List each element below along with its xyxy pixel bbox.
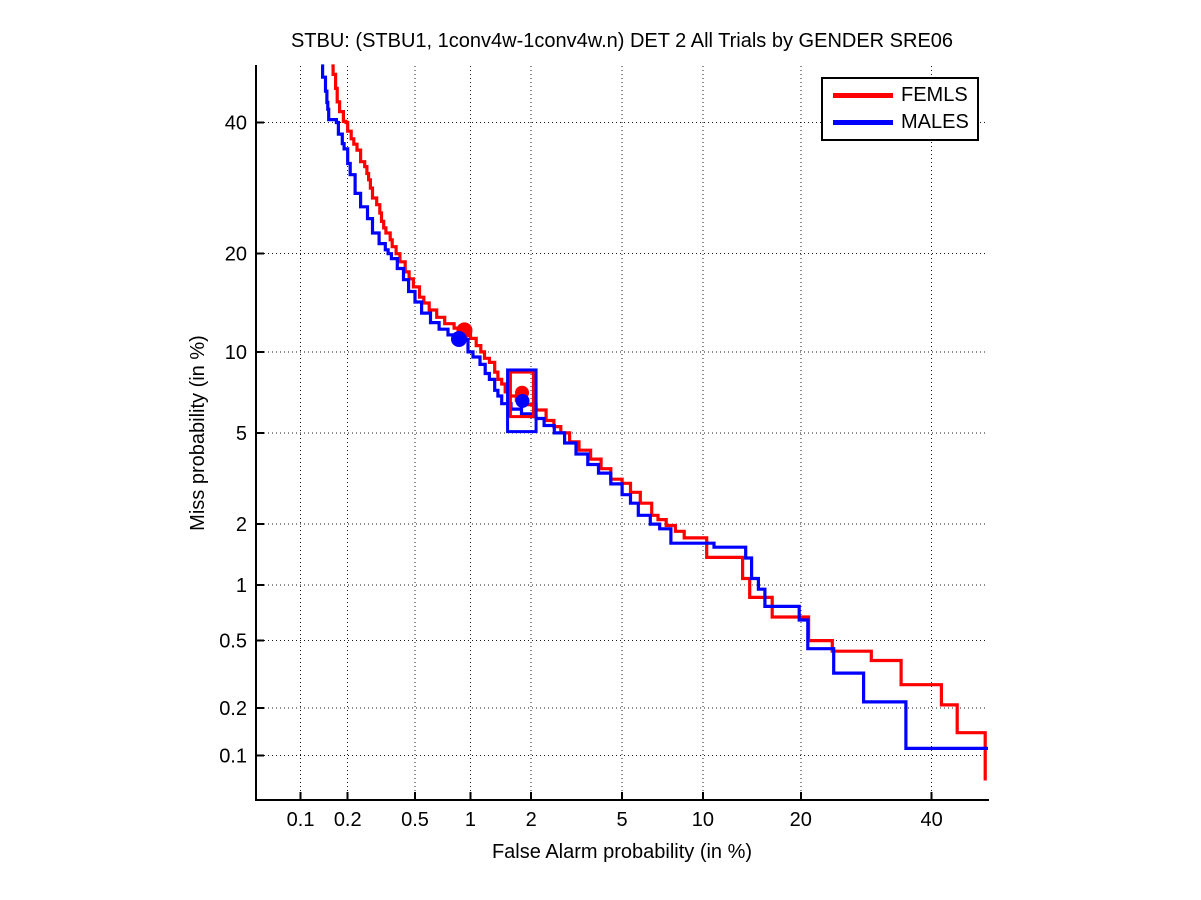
femls-legend-line <box>833 93 893 98</box>
males-legend-line <box>833 120 893 125</box>
y-tick-label: 5 <box>236 423 247 445</box>
y-tick-label: 20 <box>225 244 247 266</box>
x-tick-label: 0.5 <box>401 809 429 831</box>
chart-title: STBU: (STBU1, 1conv4w-1conv4w.n) DET 2 A… <box>290 30 954 52</box>
marker-circle-males <box>515 393 530 408</box>
x-tick-label: 2 <box>526 809 537 831</box>
y-tick-label: 1 <box>236 575 247 597</box>
x-tick-label: 1 <box>465 809 476 831</box>
y-tick-label: 40 <box>225 113 247 135</box>
x-tick-label: 40 <box>921 809 943 831</box>
femls-legend-label: FEMLS <box>901 84 968 106</box>
y-tick-label: 0.5 <box>219 631 247 653</box>
males-legend-label: MALES <box>901 111 969 133</box>
det-curve-femls <box>331 64 987 781</box>
marker-circle-males <box>450 331 467 348</box>
x-axis-label: False Alarm probability (in %) <box>491 841 753 863</box>
x-tick-label: 0.2 <box>334 809 362 831</box>
y-tick-label: 0.1 <box>219 745 247 767</box>
legend-item-males: MALES <box>823 109 977 136</box>
x-tick-label: 0.1 <box>287 809 315 831</box>
marker-rect-males <box>506 368 538 434</box>
x-tick-label: 5 <box>617 809 628 831</box>
y-axis-label: Miss probability (in %) <box>187 335 209 531</box>
x-tick-label: 20 <box>790 809 812 831</box>
det-curve-males <box>321 64 988 750</box>
legend-box: FEMLS MALES <box>821 77 979 141</box>
y-tick-label: 2 <box>236 514 247 536</box>
x-tick-label: 10 <box>692 809 714 831</box>
y-tick-label: 0.2 <box>219 698 247 720</box>
y-tick-label: 10 <box>225 342 247 364</box>
legend-item-femls: FEMLS <box>823 82 977 109</box>
marker-rect-femls <box>508 370 535 419</box>
